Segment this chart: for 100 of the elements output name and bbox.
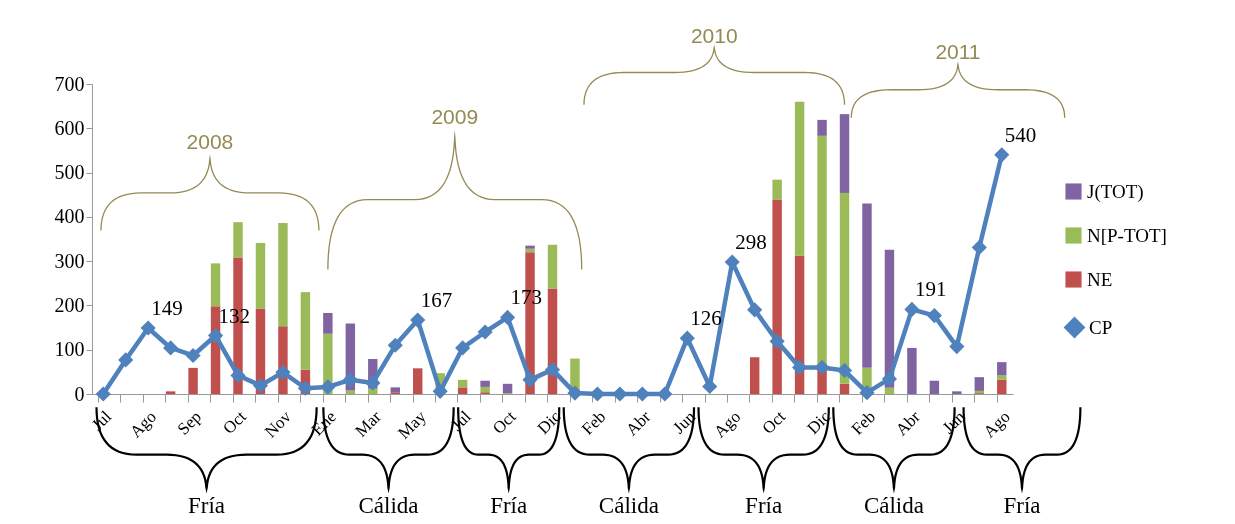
text: Fría: [1003, 492, 1041, 518]
x-tick-label: Sep: [173, 407, 206, 439]
data-label: 298: [735, 230, 767, 255]
data-label: 540: [1004, 122, 1037, 147]
bar: [413, 368, 423, 394]
point: [432, 383, 448, 399]
point: [455, 340, 471, 356]
point: [477, 324, 493, 340]
x-tick-label: May: [394, 406, 431, 443]
point: [949, 339, 965, 355]
y-tick-label: 700: [54, 72, 85, 95]
y-tick-label: 400: [54, 205, 85, 228]
point: [252, 378, 269, 394]
point: [612, 386, 628, 402]
y-tick-label: 600: [54, 116, 85, 139]
x-tick-label: Oct: [488, 406, 520, 438]
bar: [525, 248, 535, 253]
bar: [233, 222, 243, 258]
bar: [368, 388, 378, 394]
point: [657, 386, 673, 402]
bar: [390, 387, 400, 393]
bar: [345, 390, 356, 394]
bar: [997, 362, 1007, 376]
bar: [300, 292, 311, 370]
point: [410, 312, 426, 328]
point: [814, 359, 830, 376]
data-label: 191: [914, 277, 947, 302]
bar: [907, 347, 917, 394]
point: [544, 362, 561, 378]
text: 2010: [690, 23, 738, 47]
bar: [839, 192, 850, 384]
bar: [480, 386, 490, 393]
point: [971, 239, 987, 255]
point: [994, 147, 1010, 163]
point: [792, 359, 808, 376]
legend-label: CP: [1089, 316, 1113, 338]
bar: [323, 312, 333, 334]
annotation: 2008: [186, 130, 234, 154]
text: Cálida: [598, 492, 659, 518]
bar: [839, 383, 850, 394]
bar: [749, 357, 760, 394]
bar: [997, 379, 1007, 394]
bar: [210, 263, 221, 307]
point: [118, 352, 134, 368]
bar: [480, 380, 490, 387]
x-tick-label: Nov: [260, 406, 296, 442]
bar: [817, 119, 827, 136]
point: [342, 372, 358, 388]
bar: [974, 377, 985, 391]
x-tick-label: Dic: [803, 406, 835, 438]
x-tick-label: Oct: [219, 406, 251, 438]
point: [522, 372, 538, 388]
point: [881, 371, 898, 387]
x-tick-label: Feb: [847, 407, 880, 439]
point: [679, 330, 695, 346]
point: [836, 362, 853, 379]
point: [387, 337, 403, 353]
x-tick-label: Abr: [622, 406, 655, 440]
point: [275, 364, 291, 380]
legend-label: J(TOT): [1087, 180, 1144, 203]
point: [163, 340, 179, 356]
bar: [188, 367, 198, 394]
bar: [525, 245, 535, 249]
point: [769, 333, 785, 349]
bar: [772, 199, 782, 394]
point: [747, 302, 763, 318]
x-tick-label: Dic: [533, 406, 565, 438]
y-tick-label: 200: [54, 293, 85, 316]
annotation: 2009: [431, 105, 479, 129]
data-label: 149: [151, 296, 183, 321]
x-tick-label: Ago: [710, 407, 745, 442]
point: [185, 347, 201, 364]
x-tick-label: Mar: [351, 406, 386, 441]
x-tick-label: Oct: [758, 406, 790, 438]
point: [230, 367, 246, 383]
point: [95, 386, 111, 402]
bar: [502, 383, 513, 394]
data-label: 126: [690, 306, 722, 331]
bar: [884, 387, 895, 394]
point: [499, 309, 516, 325]
bar: [165, 391, 176, 394]
x-tick-label: Jul: [87, 406, 116, 435]
bar: [278, 223, 288, 327]
bar: [952, 391, 962, 394]
bar: [457, 387, 468, 394]
point: [320, 379, 336, 395]
bar: [817, 135, 827, 367]
y-tick-label: 300: [54, 249, 85, 272]
x-tick-label: Abr: [891, 406, 925, 440]
y-tick-label: 100: [54, 338, 85, 361]
text: Fría: [490, 492, 528, 518]
y-tick-label: 0: [74, 382, 85, 405]
point: [567, 385, 583, 401]
point: [365, 375, 381, 391]
x-tick-label: Ago: [979, 407, 1014, 442]
point: [926, 308, 942, 324]
bar: [772, 179, 782, 200]
legend-label: NE: [1087, 268, 1113, 290]
bar: [839, 114, 850, 193]
y-tick-label: 500: [54, 161, 85, 184]
